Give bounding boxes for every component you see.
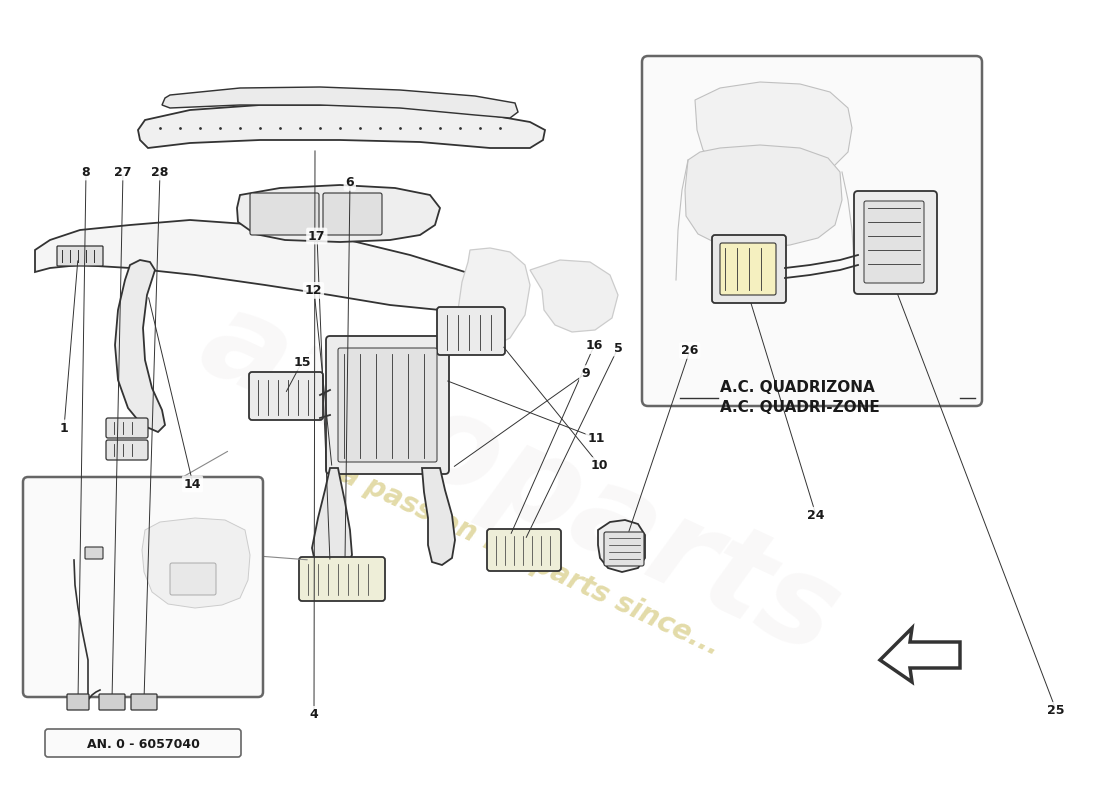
Text: 27: 27 — [114, 166, 132, 178]
Polygon shape — [695, 82, 852, 178]
FancyBboxPatch shape — [854, 191, 937, 294]
FancyBboxPatch shape — [99, 694, 125, 710]
Polygon shape — [312, 468, 352, 570]
Text: 1: 1 — [59, 422, 68, 434]
Text: A.C. QUADRIZONA: A.C. QUADRIZONA — [720, 381, 874, 395]
Text: autoparts: autoparts — [183, 280, 858, 680]
FancyBboxPatch shape — [249, 372, 323, 420]
Polygon shape — [422, 468, 455, 565]
Text: 5: 5 — [614, 342, 623, 354]
FancyBboxPatch shape — [170, 563, 216, 595]
FancyBboxPatch shape — [720, 243, 775, 295]
FancyBboxPatch shape — [106, 418, 148, 438]
Text: 8: 8 — [81, 166, 90, 178]
Text: 6: 6 — [345, 176, 354, 189]
Text: 11: 11 — [587, 432, 605, 445]
FancyBboxPatch shape — [338, 348, 437, 462]
Text: 12: 12 — [305, 284, 322, 297]
Polygon shape — [685, 145, 842, 248]
FancyBboxPatch shape — [604, 532, 644, 566]
FancyBboxPatch shape — [106, 440, 148, 460]
Text: 26: 26 — [681, 344, 698, 357]
FancyBboxPatch shape — [642, 56, 982, 406]
Text: 15: 15 — [294, 356, 311, 369]
FancyBboxPatch shape — [299, 557, 385, 601]
Text: AN. 0 - 6057040: AN. 0 - 6057040 — [87, 738, 199, 750]
Polygon shape — [598, 520, 645, 572]
FancyBboxPatch shape — [487, 529, 561, 571]
Polygon shape — [880, 628, 960, 682]
FancyBboxPatch shape — [326, 336, 449, 474]
FancyBboxPatch shape — [67, 694, 89, 710]
Text: a passion for parts since...: a passion for parts since... — [336, 459, 725, 661]
Text: 17: 17 — [308, 230, 326, 242]
Text: 16: 16 — [585, 339, 603, 352]
Polygon shape — [138, 105, 544, 148]
Polygon shape — [116, 260, 165, 432]
Text: 28: 28 — [151, 166, 168, 178]
Text: A.C. QUADRI-ZONE: A.C. QUADRI-ZONE — [720, 401, 880, 415]
Text: 24: 24 — [807, 509, 825, 522]
Polygon shape — [35, 220, 492, 310]
FancyBboxPatch shape — [85, 547, 103, 559]
Text: 10: 10 — [591, 459, 608, 472]
FancyBboxPatch shape — [45, 729, 241, 757]
Text: 9: 9 — [581, 367, 590, 380]
Polygon shape — [458, 248, 530, 348]
Polygon shape — [142, 518, 250, 608]
FancyBboxPatch shape — [23, 477, 263, 697]
FancyBboxPatch shape — [250, 193, 319, 235]
Text: 4: 4 — [309, 708, 318, 721]
Polygon shape — [530, 260, 618, 332]
FancyBboxPatch shape — [57, 246, 103, 266]
FancyBboxPatch shape — [131, 694, 157, 710]
FancyBboxPatch shape — [437, 307, 505, 355]
FancyBboxPatch shape — [323, 193, 382, 235]
Polygon shape — [236, 185, 440, 242]
FancyBboxPatch shape — [864, 201, 924, 283]
FancyBboxPatch shape — [712, 235, 786, 303]
Polygon shape — [162, 87, 518, 118]
Text: 14: 14 — [184, 478, 201, 490]
Text: 25: 25 — [1047, 704, 1065, 717]
